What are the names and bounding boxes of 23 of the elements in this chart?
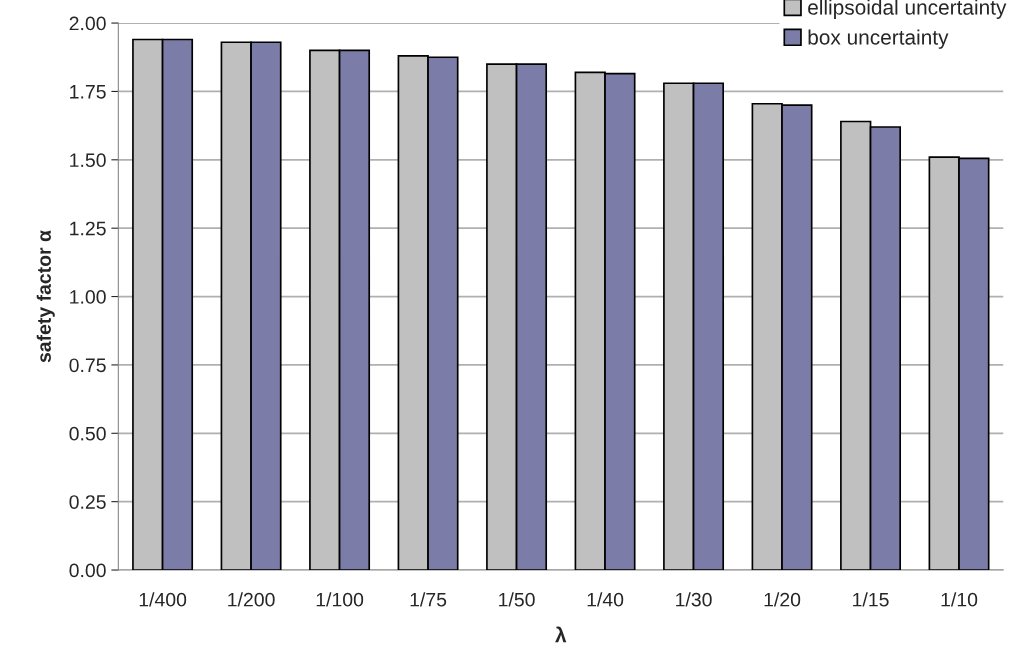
y-tick-label: 0.50 (69, 426, 106, 441)
x-tick-label: 1/200 (228, 592, 275, 607)
x-tick-label: 1/15 (853, 592, 889, 607)
y-tick-label: 1.50 (70, 153, 106, 168)
x-tick-label: 1/20 (764, 592, 801, 607)
x-tick-label: 1/75 (410, 592, 447, 607)
x-tick-label: 1/40 (587, 592, 624, 607)
x-tick-label: 1/100 (316, 592, 364, 607)
y-tick-label: 0.25 (69, 495, 106, 509)
x-axis-title: λ (555, 626, 567, 643)
y-tick-label: 2.00 (69, 16, 106, 31)
x-tick-label: 1/10 (941, 592, 978, 607)
y-tick-label: 1.25 (70, 221, 106, 236)
x-tick-label: 1/30 (676, 592, 712, 607)
x-tick-label: 1/50 (499, 592, 535, 607)
y-tick-label: 1.75 (70, 85, 106, 99)
y-axis-title: safety factor α (36, 230, 55, 363)
x-tick-label: 1/400 (139, 592, 187, 607)
legend-label: box uncertainty (808, 29, 949, 49)
y-tick-label: 0.75 (69, 358, 106, 373)
y-tick-label: 1.00 (70, 290, 106, 304)
y-tick-label: 0.00 (69, 563, 106, 578)
legend-label: ellipsoidal uncertainty (808, 0, 1007, 19)
